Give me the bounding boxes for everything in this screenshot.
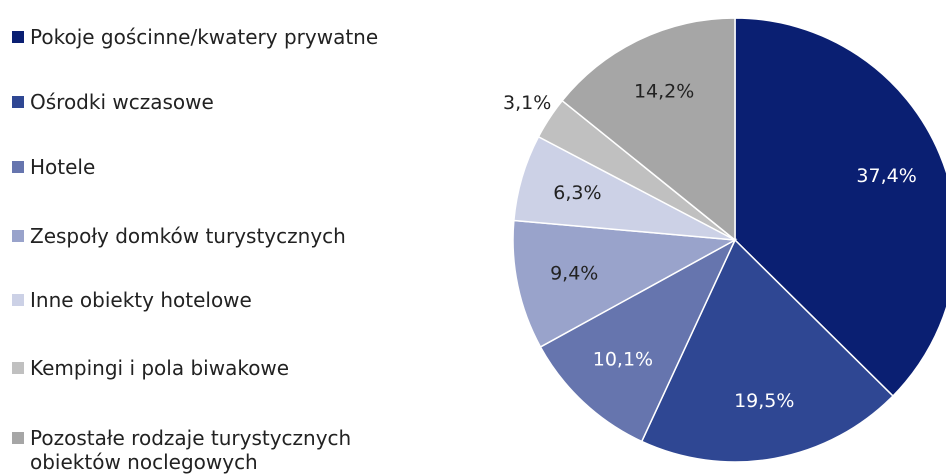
legend-swatch <box>12 294 24 306</box>
legend-swatch <box>12 161 24 173</box>
legend-item: Pozostałe rodzaje turystycznych obiektów… <box>12 426 402 474</box>
pie-slice <box>561 17 736 242</box>
pie-slice <box>734 17 946 398</box>
legend-label: Kempingi i pola biwakowe <box>30 356 290 380</box>
legend-swatch <box>12 230 24 242</box>
pie-slice <box>640 238 895 463</box>
legend-label: Inne obiekty hotelowe <box>30 288 252 312</box>
legend-label: Hotele <box>30 155 96 179</box>
data-label: 10,1% <box>593 349 653 371</box>
legend-item: Pokoje gościnne/kwatery prywatne <box>12 25 402 49</box>
legend-item: Inne obiekty hotelowe <box>12 288 402 312</box>
data-label: 14,2% <box>634 80 694 102</box>
data-label: 9,4% <box>550 262 598 284</box>
data-label: 3,1% <box>503 92 551 114</box>
data-label: 37,4% <box>856 165 916 187</box>
legend-label: Pokoje gościnne/kwatery prywatne <box>30 25 379 49</box>
pie-slice <box>539 238 737 443</box>
legend-item: Hotele <box>12 155 402 179</box>
legend-swatch <box>12 362 24 374</box>
legend-label: Pozostałe rodzaje turystycznych obiektów… <box>30 426 352 474</box>
legend-label: Ośrodki wczasowe <box>30 90 214 114</box>
legend-swatch <box>12 31 24 43</box>
legend-label: Zespoły domków turystycznych <box>30 224 346 248</box>
data-label: 19,5% <box>734 390 794 412</box>
legend-item: Kempingi i pola biwakowe <box>12 356 402 380</box>
legend-swatch <box>12 432 24 444</box>
legend-item: Ośrodki wczasowe <box>12 90 402 114</box>
data-label: 6,3% <box>553 182 601 204</box>
legend-swatch <box>12 96 24 108</box>
pie-slice <box>512 219 738 348</box>
legend-item: Zespoły domków turystycznych <box>12 224 402 248</box>
